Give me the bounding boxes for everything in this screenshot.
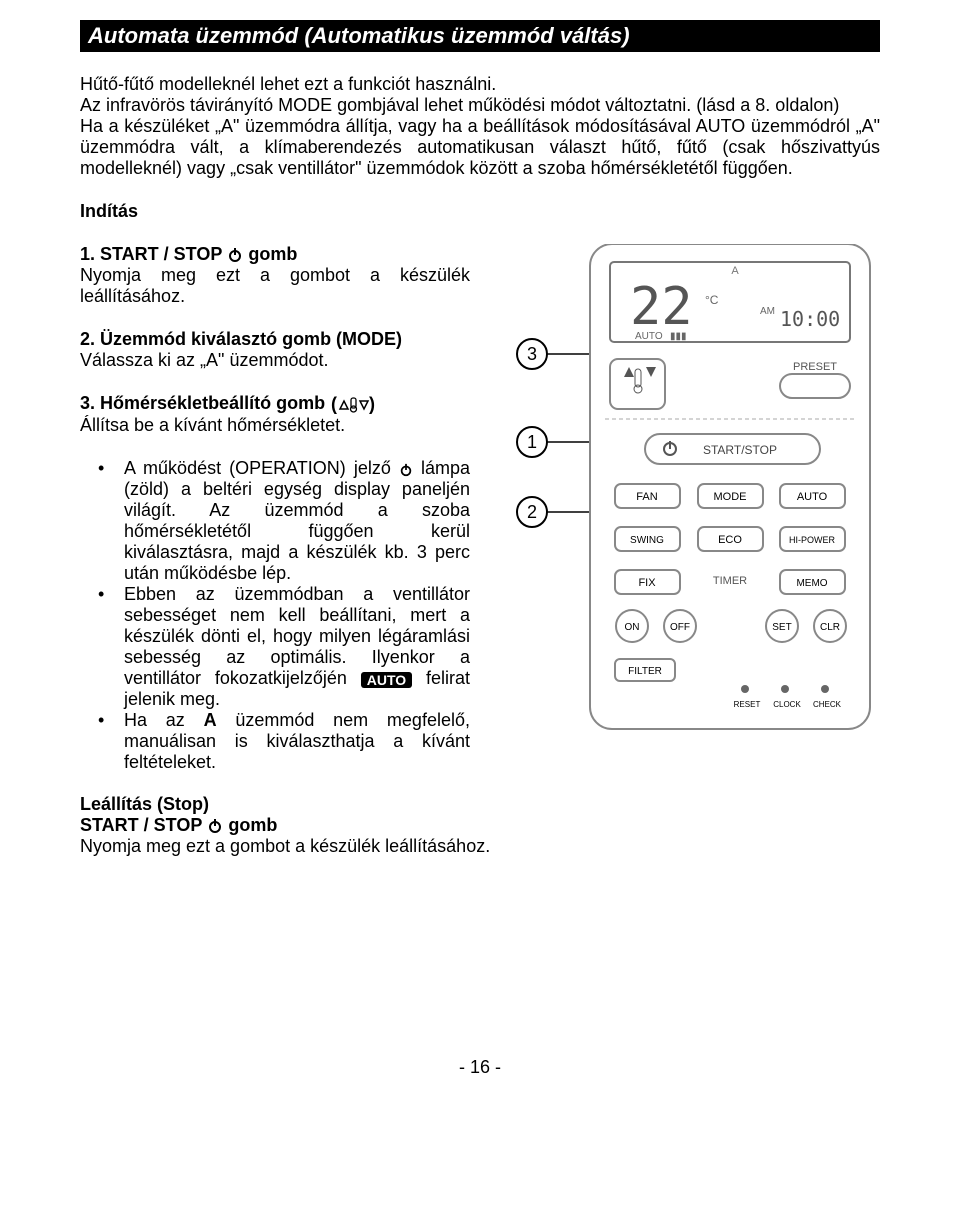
remote-figure: 3 1 2 A 22 °C AUTO ▮▮▮ bbox=[510, 244, 880, 784]
step3-text: Állítsa be a kívánt hőmérsékletet. bbox=[80, 415, 470, 436]
temp-adjust-icon: ( ) bbox=[330, 393, 376, 413]
power-icon bbox=[399, 458, 421, 478]
step2-text: Válassza ki az „A" üzemmódot. bbox=[80, 350, 470, 371]
svg-text:3: 3 bbox=[527, 344, 537, 364]
intro-line1: Hűtő-fűtő modelleknél lehet ezt a funkci… bbox=[80, 74, 880, 95]
svg-text:FILTER: FILTER bbox=[628, 666, 662, 677]
power-icon bbox=[207, 815, 228, 835]
svg-text:TIMER: TIMER bbox=[713, 575, 747, 587]
svg-text:10:00: 10:00 bbox=[780, 307, 840, 331]
svg-text:CHECK: CHECK bbox=[813, 700, 842, 709]
svg-text:MODE: MODE bbox=[714, 491, 747, 503]
inditas-heading: Indítás bbox=[80, 201, 880, 222]
stop-text: Nyomja meg ezt a gombot a készülék leáll… bbox=[80, 836, 880, 857]
step3-heading: 3. Hőmérsékletbeállító gomb bbox=[80, 393, 325, 413]
svg-text:ECO: ECO bbox=[718, 534, 742, 546]
svg-text:°C: °C bbox=[705, 293, 719, 307]
step3: 3. Hőmérsékletbeállító gomb ( ) Állítsa … bbox=[80, 393, 470, 436]
bullet-list: A működést (OPERATION) jelző lámpa (zöld… bbox=[80, 458, 470, 773]
step1-text: Nyomja meg ezt a gombot a készülék leáll… bbox=[80, 265, 470, 307]
svg-text:SWING: SWING bbox=[630, 535, 664, 546]
step2-heading: 2. Üzemmód kiválasztó gomb (MODE) bbox=[80, 329, 470, 350]
svg-text:2: 2 bbox=[527, 502, 537, 522]
section-title: Automata üzemmód (Automatikus üzemmód vá… bbox=[80, 20, 880, 52]
step1: 1. START / STOP gomb Nyomja meg ezt a go… bbox=[80, 244, 470, 307]
svg-text:START/STOP: START/STOP bbox=[703, 443, 777, 457]
stop-line: START / STOP bbox=[80, 815, 202, 835]
svg-text:A: A bbox=[731, 265, 739, 277]
svg-text:MEMO: MEMO bbox=[796, 578, 827, 589]
svg-text:AUTO: AUTO bbox=[797, 491, 828, 503]
page-footer: - 16 - bbox=[80, 1057, 880, 1078]
svg-text:RESET: RESET bbox=[734, 700, 761, 709]
svg-text:AM: AM bbox=[760, 306, 775, 317]
intro-line2: Az infravörös távirányító MODE gombjával… bbox=[80, 95, 880, 116]
stop-suffix: gomb bbox=[228, 815, 277, 835]
intro-para: Ha a készüléket „A" üzemmódra állítja, v… bbox=[80, 116, 880, 179]
auto-chip: AUTO bbox=[361, 672, 412, 688]
svg-text:): ) bbox=[369, 394, 375, 414]
stop-block: Leállítás (Stop) START / STOP gomb Nyomj… bbox=[80, 794, 880, 857]
bullet-1: A működést (OPERATION) jelző lámpa (zöld… bbox=[80, 458, 470, 584]
svg-text:SET: SET bbox=[772, 622, 791, 633]
svg-text:CLR: CLR bbox=[820, 622, 840, 633]
remote-svg: 3 1 2 A 22 °C AUTO ▮▮▮ bbox=[510, 244, 880, 784]
step1-heading: 1. START / STOP bbox=[80, 244, 222, 264]
svg-text:AUTO: AUTO bbox=[635, 331, 663, 342]
svg-text:(: ( bbox=[331, 394, 337, 414]
svg-text:1: 1 bbox=[527, 432, 537, 452]
svg-text:FAN: FAN bbox=[636, 491, 657, 503]
power-icon bbox=[227, 244, 248, 264]
bullet-2: Ebben az üzemmódban a ventillátor sebess… bbox=[80, 584, 470, 710]
left-column: 1. START / STOP gomb Nyomja meg ezt a go… bbox=[80, 244, 470, 773]
svg-text:PRESET: PRESET bbox=[793, 361, 837, 373]
stop-heading: Leállítás (Stop) bbox=[80, 794, 880, 815]
step1-suffix: gomb bbox=[248, 244, 297, 264]
bullet-3: Ha az A üzemmód nem megfelelő, manuálisa… bbox=[80, 710, 470, 773]
svg-text:OFF: OFF bbox=[670, 622, 690, 633]
svg-text:▮▮▮: ▮▮▮ bbox=[670, 331, 687, 342]
svg-text:ON: ON bbox=[625, 622, 640, 633]
intro-block: Hűtő-fűtő modelleknél lehet ezt a funkci… bbox=[80, 74, 880, 179]
svg-text:CLOCK: CLOCK bbox=[773, 700, 801, 709]
step2: 2. Üzemmód kiválasztó gomb (MODE) Válass… bbox=[80, 329, 470, 371]
svg-text:HI-POWER: HI-POWER bbox=[789, 535, 835, 545]
svg-text:22: 22 bbox=[630, 277, 693, 337]
svg-text:FIX: FIX bbox=[638, 577, 656, 589]
